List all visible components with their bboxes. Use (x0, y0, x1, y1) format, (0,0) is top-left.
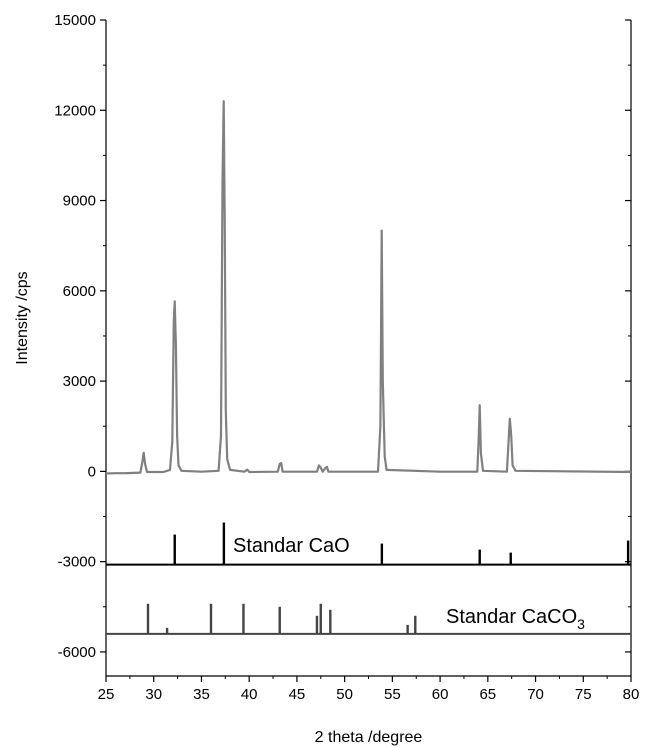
y-axis-title: Intensity /cps (14, 271, 31, 364)
y-tick-label: 12000 (54, 102, 96, 119)
x-tick-label: 25 (98, 686, 115, 703)
axes: -6000 -3000 0 3000 6000 9000 12000 15000 25 30 35 4… (54, 12, 639, 703)
x-tick-label: 55 (384, 686, 401, 703)
y-tick-label: 15000 (54, 12, 96, 29)
x-tick-label: 30 (145, 686, 162, 703)
x-tick-label: 50 (336, 686, 353, 703)
x-tick-label: 60 (432, 686, 449, 703)
reference-label-caco3: Standar CaCO3 (446, 606, 585, 632)
x-tick-label: 40 (241, 686, 258, 703)
x-tick-label: 65 (479, 686, 496, 703)
reference-label-caco3-subscript: 3 (577, 616, 585, 632)
x-tick-label: 70 (527, 686, 544, 703)
y-tick-label: 9000 (63, 193, 96, 210)
x-tick-label: 45 (289, 686, 306, 703)
y-tick-label: 3000 (63, 373, 96, 390)
reference-label-cao: Standar CaO (233, 535, 350, 557)
reference-pattern (106, 603, 631, 635)
series-group (105, 100, 632, 475)
xrd-series-line (105, 100, 632, 475)
y-tick-label: -6000 (58, 644, 96, 661)
y-tick-label: -3000 (58, 554, 96, 571)
reference-patterns: Standar CaO Standar CaCO3 (106, 522, 631, 635)
x-tick-label: 35 (193, 686, 210, 703)
y-tick-label: 6000 (63, 283, 96, 300)
x-axis-title: 2 theta /degree (315, 729, 423, 746)
reference-pattern (106, 522, 631, 566)
x-tick-label: 80 (623, 686, 640, 703)
y-tick-label: 0 (88, 463, 96, 480)
x-tick-label: 75 (575, 686, 592, 703)
